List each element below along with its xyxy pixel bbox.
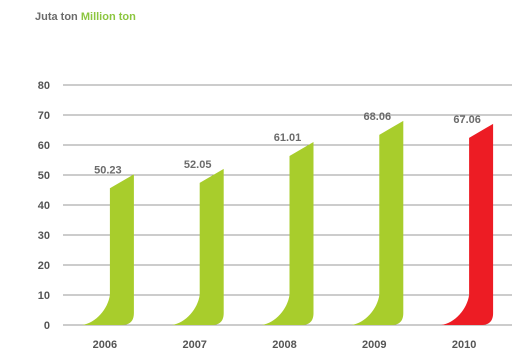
x-axis-ticks: 2006 2007 2008 2009 2010 (93, 339, 477, 350)
bar-2007 (171, 168, 224, 325)
y-tick-label: 50 (38, 170, 50, 182)
unit-label-id: Juta ton (35, 11, 78, 23)
bar-2006 (81, 174, 134, 325)
y-tick-label: 20 (38, 260, 50, 272)
y-tick-label: 40 (38, 200, 50, 212)
y-tick-label: 70 (38, 110, 50, 122)
data-label-2007: 52.05 (184, 159, 212, 171)
y-tick-label: 80 (38, 80, 50, 92)
y-tick-label: 30 (38, 230, 50, 242)
x-tick-label-2010: 2010 (452, 339, 476, 350)
x-tick-label-2009: 2009 (362, 339, 386, 350)
data-label-2008: 61.01 (274, 132, 302, 144)
data-label-2006: 50.23 (94, 164, 122, 176)
data-label-2009: 68.06 (364, 111, 392, 123)
data-labels: 50.23 52.05 61.01 68.06 67.06 (94, 111, 481, 176)
unit-title: Juta ton Million ton (35, 11, 136, 23)
bar-2008 (261, 141, 314, 325)
bar-2009 (351, 120, 404, 325)
data-label-2010: 67.06 (453, 114, 481, 126)
y-axis-ticks: 0 10 20 30 40 50 60 70 80 (38, 80, 50, 332)
bar-2010 (441, 123, 494, 325)
y-tick-label: 10 (38, 290, 50, 302)
x-tick-label-2006: 2006 (93, 339, 117, 350)
y-tick-label: 60 (38, 140, 50, 152)
grid-lines (63, 84, 512, 326)
x-tick-label-2008: 2008 (272, 339, 296, 350)
x-tick-label-2007: 2007 (182, 339, 206, 350)
bars (81, 120, 494, 325)
y-tick-label: 0 (44, 320, 50, 332)
unit-label-en: Million ton (80, 11, 136, 23)
